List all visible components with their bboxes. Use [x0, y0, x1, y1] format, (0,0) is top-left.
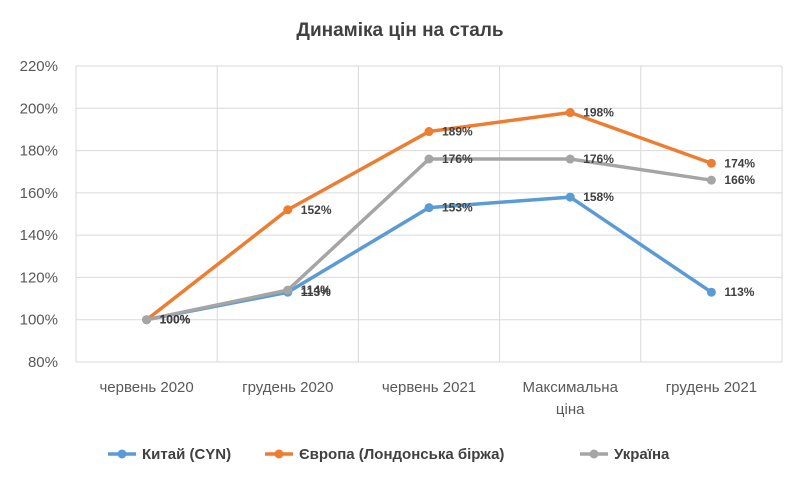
y-tick-label: 100%: [20, 312, 58, 329]
data-point: [565, 154, 575, 164]
y-tick-label: 180%: [20, 143, 58, 160]
data-point: [565, 108, 575, 118]
data-label: 114%: [301, 283, 331, 297]
series-lines: [142, 108, 716, 325]
data-label: 100%: [160, 313, 191, 327]
data-point: [424, 127, 434, 137]
legend: Китай (CYN) Європа (Лондонська біржа) Укра…: [108, 446, 670, 463]
x-tick-label: грудень 2021: [666, 379, 757, 396]
data-point: [283, 285, 293, 295]
y-tick-label: 160%: [20, 185, 58, 202]
data-label: 152%: [301, 203, 332, 217]
y-axis-ticks: 80% 100% 120% 140% 160% 180% 200% 220%: [20, 58, 58, 371]
data-label: 166%: [724, 173, 755, 187]
data-point: [424, 154, 434, 164]
data-point: [565, 192, 575, 202]
y-tick-label: 80%: [28, 354, 58, 371]
data-label: 189%: [442, 125, 473, 139]
data-label: 198%: [583, 106, 614, 120]
data-label: 113%: [301, 285, 331, 299]
data-point: [706, 158, 716, 168]
x-tick-label: червень 2020: [99, 379, 193, 396]
y-tick-label: 220%: [20, 58, 58, 75]
chart-title: Динаміка цін на сталь: [296, 20, 503, 41]
data-label: 100%: [160, 313, 191, 327]
data-label: 174%: [724, 156, 755, 170]
data-point: [283, 205, 293, 215]
series-line-europe: [144, 110, 714, 322]
data-label: 153%: [442, 201, 473, 215]
y-tick-label: 120%: [20, 269, 58, 286]
x-tick-label: Максимальна ціна: [522, 379, 618, 418]
data-point: [142, 315, 152, 325]
legend-swatch-marker: [589, 449, 599, 459]
data-point: [706, 287, 716, 297]
data-point: [424, 203, 434, 213]
legend-label: Україна: [614, 446, 670, 463]
gridlines: [75, 65, 783, 363]
legend-label: Європа (Лондонська біржа): [299, 446, 504, 463]
data-label: 100%: [160, 313, 191, 327]
data-point: [706, 175, 716, 185]
x-tick-label: грудень 2020: [242, 379, 333, 396]
x-axis-ticks: червень 2020 грудень 2020 червень 2021 Макс…: [99, 379, 757, 418]
legend-swatch-marker: [117, 449, 127, 459]
legend-label: Китай (CYN): [142, 446, 231, 463]
legend-swatch-marker: [274, 449, 284, 459]
data-labels: 100%113%153%158%113%100%152%189%198%174%…: [160, 106, 756, 327]
series-line-ukraine: [144, 157, 714, 322]
x-tick-label: червень 2021: [382, 379, 476, 396]
y-tick-label: 200%: [20, 100, 58, 117]
data-label: 176%: [583, 152, 614, 166]
data-label: 176%: [442, 152, 473, 166]
y-tick-label: 140%: [20, 227, 58, 244]
data-label: 113%: [724, 285, 754, 299]
data-label: 158%: [583, 190, 614, 204]
